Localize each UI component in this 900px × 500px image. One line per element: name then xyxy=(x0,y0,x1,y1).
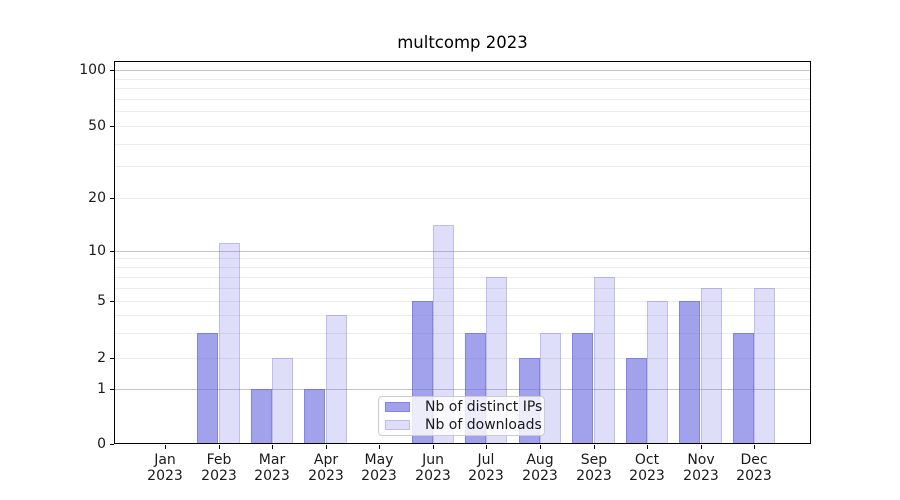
gridline-y-5 xyxy=(115,301,810,302)
legend: Nb of distinct IPs Nb of downloads xyxy=(378,396,545,436)
gridline-y-8 xyxy=(115,267,810,268)
legend-label-distinct-ips: Nb of distinct IPs xyxy=(425,399,543,415)
y-tick-1 xyxy=(110,389,114,390)
y-tick-label: 0 xyxy=(97,436,106,452)
y-tick-label: 20 xyxy=(88,190,106,206)
x-tick-5 xyxy=(379,445,380,449)
x-tick-label: Jan 2023 xyxy=(147,452,183,484)
x-tick-8 xyxy=(540,445,541,449)
gridline-y-4 xyxy=(115,315,810,316)
x-tick-2 xyxy=(219,445,220,449)
y-tick-label: 100 xyxy=(79,62,106,78)
x-tick-label: Feb 2023 xyxy=(201,452,237,484)
bar-downloads xyxy=(272,358,293,444)
gridline-y-7 xyxy=(115,277,810,278)
gridline-y-70 xyxy=(115,99,810,100)
bar-downloads xyxy=(219,243,240,444)
x-tick-label: Dec 2023 xyxy=(736,452,772,484)
y-tick-label: 5 xyxy=(97,293,106,309)
legend-swatch-distinct-ips xyxy=(385,402,410,412)
y-tick-label: 50 xyxy=(88,118,106,134)
gridline-y-60 xyxy=(115,111,810,112)
gridline-y-6 xyxy=(115,288,810,289)
x-tick-11 xyxy=(701,445,702,449)
legend-label-downloads: Nb of downloads xyxy=(425,417,542,433)
y-tick-label: 10 xyxy=(88,243,106,259)
x-tick-label: Jun 2023 xyxy=(415,452,451,484)
bar-downloads xyxy=(647,301,668,444)
y-tick-50 xyxy=(110,126,114,127)
x-tick-label: Nov 2023 xyxy=(683,452,719,484)
gridline-y-90 xyxy=(115,79,810,80)
bar-distinct-ips xyxy=(626,358,647,444)
x-tick-7 xyxy=(486,445,487,449)
gridline-y-30 xyxy=(115,166,810,167)
gridline-y-100 xyxy=(115,70,810,71)
x-tick-label: Apr 2023 xyxy=(308,452,344,484)
gridline-y-9 xyxy=(115,258,810,259)
gridline-y-20 xyxy=(115,198,810,199)
x-tick-label: Aug 2023 xyxy=(522,452,558,484)
gridline-y-10 xyxy=(115,251,810,252)
bar-downloads xyxy=(594,277,615,444)
gridline-y-40 xyxy=(115,144,810,145)
y-tick-100 xyxy=(110,70,114,71)
legend-entry-distinct-ips: Nb of distinct IPs xyxy=(385,399,542,415)
x-tick-9 xyxy=(594,445,595,449)
y-tick-2 xyxy=(110,358,114,359)
y-tick-5 xyxy=(110,301,114,302)
x-tick-label: Mar 2023 xyxy=(254,452,290,484)
gridline-y-50 xyxy=(115,126,810,127)
x-tick-1 xyxy=(165,445,166,449)
gridline-y-2 xyxy=(115,358,810,359)
y-tick-label: 1 xyxy=(97,381,106,397)
bar-downloads xyxy=(540,333,561,444)
x-tick-12 xyxy=(754,445,755,449)
x-tick-4 xyxy=(326,445,327,449)
bar-distinct-ips xyxy=(251,389,272,444)
x-tick-label: Oct 2023 xyxy=(629,452,665,484)
legend-swatch-downloads xyxy=(385,420,410,430)
x-tick-3 xyxy=(272,445,273,449)
gridline-y-80 xyxy=(115,88,810,89)
bar-distinct-ips xyxy=(679,301,700,444)
bar-downloads xyxy=(326,315,347,444)
bar-distinct-ips xyxy=(733,333,754,444)
gridline-y-3 xyxy=(115,333,810,334)
bar-downloads xyxy=(754,288,775,444)
y-tick-20 xyxy=(110,198,114,199)
x-tick-label: May 2023 xyxy=(361,452,397,484)
bar-downloads xyxy=(433,225,454,444)
y-tick-0 xyxy=(110,444,114,445)
chart-title: multcomp 2023 xyxy=(397,33,528,52)
x-tick-10 xyxy=(647,445,648,449)
bar-distinct-ips xyxy=(197,333,218,444)
bar-distinct-ips xyxy=(304,389,325,444)
y-tick-label: 2 xyxy=(97,350,106,366)
legend-entry-downloads: Nb of downloads xyxy=(385,417,542,433)
x-tick-label: Jul 2023 xyxy=(468,452,504,484)
bar-distinct-ips xyxy=(572,333,593,444)
gridline-y-1 xyxy=(115,389,810,390)
bar-downloads xyxy=(701,288,722,444)
y-tick-10 xyxy=(110,251,114,252)
x-tick-6 xyxy=(433,445,434,449)
x-tick-label: Sep 2023 xyxy=(576,452,612,484)
